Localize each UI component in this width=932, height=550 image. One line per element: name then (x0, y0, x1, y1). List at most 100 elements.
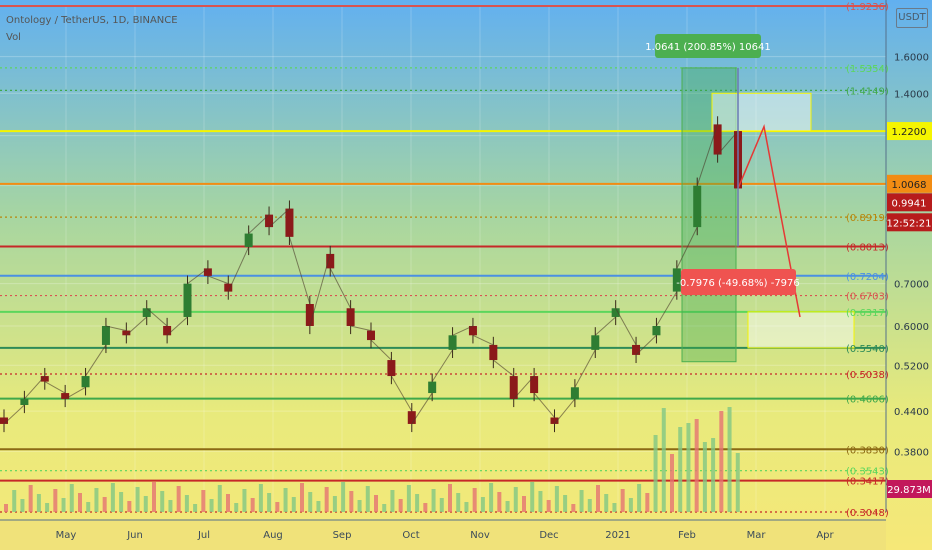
volume-bar (554, 486, 559, 512)
volume-bar (193, 504, 198, 512)
level-label: (0.5540) (846, 344, 889, 355)
volume-bar (456, 493, 461, 512)
price-connector (574, 349, 596, 388)
price-connector (207, 275, 229, 285)
countdown-box (887, 213, 932, 232)
candle-body (448, 335, 457, 350)
price-connector (187, 267, 209, 285)
volume-bar (423, 503, 428, 512)
volume-bar (497, 492, 502, 512)
candle-body (0, 417, 8, 424)
y-tick-label: 1.4000 (894, 89, 929, 100)
last-price-box (887, 193, 932, 212)
candle-body (570, 387, 579, 399)
candle-body (122, 330, 131, 336)
volume-bar (398, 499, 403, 512)
price-connector (635, 334, 657, 356)
price-connector (24, 375, 46, 400)
x-tick-label: Sep (333, 530, 352, 541)
level-label: (0.7204) (846, 272, 889, 283)
level-label: (0.8013) (846, 243, 889, 254)
volume-bar (727, 407, 732, 512)
volume-bar (332, 496, 337, 512)
price-connector (85, 344, 107, 377)
price-connector (411, 392, 433, 425)
volume-bar (226, 494, 230, 512)
annotation-up-text: 1.0641 (200.85%) 10641 (645, 42, 770, 53)
candle-body (285, 208, 294, 237)
candle-body (367, 330, 375, 341)
price-connector (268, 208, 290, 228)
volume-bar (604, 494, 609, 512)
volume-bar (36, 494, 41, 512)
candle-body (550, 417, 559, 424)
y-tick-label: 0.6000 (894, 322, 929, 333)
unit-button[interactable]: USDT (896, 8, 928, 28)
volume-bar (406, 485, 411, 512)
volume-bar (152, 482, 156, 512)
candle-body (346, 308, 355, 326)
level-label: (1.4149) (846, 86, 889, 97)
volume-bar (242, 489, 247, 512)
candle-body (203, 268, 212, 276)
price-connector (350, 325, 372, 332)
volume-bar (176, 486, 181, 512)
volume-bar (291, 497, 296, 512)
price-connector (227, 246, 250, 292)
volume-bar (415, 494, 420, 512)
candle-body (672, 268, 681, 292)
volume-bar (596, 485, 600, 512)
price-connector (493, 359, 515, 377)
volume-bar (686, 423, 691, 512)
volume-bar (480, 497, 485, 512)
y-tick-label: 0.3800 (894, 447, 929, 458)
candle-body (591, 335, 600, 350)
candle-body (20, 398, 29, 405)
volume-bar (637, 484, 642, 512)
volume-indicator-label: Vol (6, 32, 21, 43)
volume-bar (20, 499, 25, 512)
volume-bar (102, 497, 107, 512)
annotation-down-text: -0.7976 (-49.68%) -7976 (676, 278, 800, 289)
volume-bar (538, 491, 543, 512)
projection-arrow (737, 124, 801, 318)
x-tick-label: 2021 (605, 530, 630, 541)
x-tick-label: Jun (126, 530, 143, 541)
volume-bar (349, 491, 354, 512)
price-connector (431, 349, 453, 382)
target-zone-top (711, 92, 812, 132)
price-connector (64, 386, 86, 400)
volume-bar (735, 453, 740, 512)
candle-body (468, 325, 477, 336)
volume-bar (472, 488, 477, 512)
volume-bar (694, 419, 699, 512)
volume-bar (489, 483, 494, 512)
volume-label: 29.873M (887, 485, 931, 496)
price-connector (615, 308, 637, 346)
price-connector (3, 404, 25, 425)
level-label: (0.8919) (846, 213, 889, 224)
price-box-label: 1.2200 (892, 127, 927, 138)
price-axis: (1.9236) (1.5354) (1.4149) 1.2200 1.0068 (0.8… (846, 0, 932, 519)
volume-bar (12, 490, 17, 512)
volume-bar (78, 493, 82, 512)
volume-bar (653, 435, 658, 512)
volume-bar (234, 503, 239, 512)
x-tick-label: Nov (470, 530, 490, 541)
candle-body (305, 303, 314, 326)
y-tick-label: 0.4400 (894, 407, 929, 418)
annotation-up-box (655, 34, 761, 58)
x-tick-label: Jul (197, 530, 210, 541)
candle-body (387, 360, 396, 377)
volume-bar (300, 483, 304, 512)
candle-body (652, 325, 661, 336)
volume-bar (357, 500, 362, 512)
volume-bar (448, 484, 452, 512)
volume-bar (711, 438, 716, 512)
level-label: (0.3417) (846, 477, 889, 488)
target-zone-bottom (747, 311, 855, 349)
price-series (0, 116, 742, 433)
volume-bar (513, 487, 518, 512)
